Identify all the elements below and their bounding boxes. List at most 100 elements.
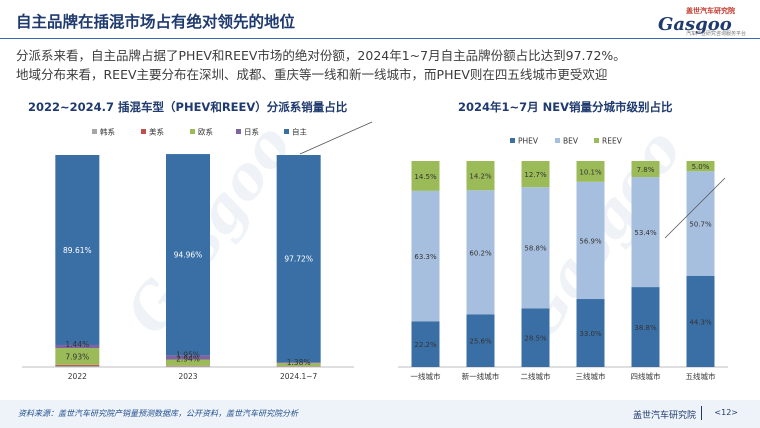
data-label-2022-欧系: 7.93% xyxy=(65,352,89,361)
x-tick-label-2024.1~7: 2024.1~7 xyxy=(280,372,318,381)
bar-一线城市-PHEV xyxy=(411,321,440,367)
bar-2022-欧系 xyxy=(55,348,100,365)
bar-四线城市-BEV xyxy=(631,177,660,288)
bar-新一线城市-PHEV xyxy=(466,314,495,367)
data-label-五线城市-REEV: 5.0% xyxy=(692,163,710,171)
summary-line-1: 分派系来看，自主品牌占据了PHEV和REEV市场的绝对份额，2024年1~7月自… xyxy=(16,48,626,63)
logo-subtitle: 盖世汽车研究院 xyxy=(686,7,735,15)
data-label-二线城市-BEV: 58.8% xyxy=(524,245,547,253)
bar-2023-自主 xyxy=(166,154,210,356)
bar-2022-自主 xyxy=(55,155,100,345)
header: 自主品牌在插混市场占有绝对领先的地位 盖世汽车研究院 Gasgoo 汽车产业研究… xyxy=(0,0,760,40)
footer-divider xyxy=(701,406,702,420)
data-label-2023-自主: 94.96% xyxy=(174,251,203,260)
decorative-diagonal-line xyxy=(299,121,373,155)
data-label-新一线城市-PHEV: 25.6% xyxy=(469,338,492,346)
footer: 资料来源：盖世汽车研究院产销量预测数据库，公开资料，盖世汽车研究院分析 盖世汽车… xyxy=(0,400,760,428)
bar-新一线城市-REEV xyxy=(466,161,495,191)
data-label-一线城市-BEV: 63.3% xyxy=(414,253,437,261)
bar-五线城市-BEV xyxy=(686,171,715,276)
legend-label-BEV: BEV xyxy=(563,137,579,146)
data-label-2024.1~7-自主: 97.72% xyxy=(284,255,313,264)
bar-2022-日系 xyxy=(55,344,100,349)
bar-2023-韩系 xyxy=(166,366,210,367)
data-label-二线城市-PHEV: 28.5% xyxy=(524,335,547,343)
data-label-一线城市-REEV: 14.5% xyxy=(414,173,437,181)
x-tick-label-二线城市: 二线城市 xyxy=(521,371,551,381)
page-title: 自主品牌在插混市场占有绝对领先的地位 xyxy=(16,13,296,31)
right-chart-title: 2024年1~7月 NEV销量分城市级别占比 xyxy=(458,100,673,114)
x-tick-label-五线城市: 五线城市 xyxy=(686,371,716,381)
legend-swatch-欧系 xyxy=(190,129,195,134)
data-label-2022-日系: 1.44% xyxy=(65,340,89,349)
x-tick-label-2023: 2023 xyxy=(178,372,197,381)
legend-label-自主: 自主 xyxy=(292,127,307,137)
bar-五线城市-REEV xyxy=(686,161,715,172)
summary-text: 分派系来看，自主品牌占据了PHEV和REEV市场的绝对份额，2024年1~7月自… xyxy=(16,46,746,84)
data-label-三线城市-BEV: 56.9% xyxy=(579,237,602,245)
legend-label-PHEV: PHEV xyxy=(518,137,539,146)
bar-新一线城市-BEV xyxy=(466,190,495,315)
x-tick-label-四线城市: 四线城市 xyxy=(631,371,661,381)
x-tick-label-2022: 2022 xyxy=(68,372,87,381)
footer-brand: 盖世汽车研究院 xyxy=(632,411,696,421)
decorative-diagonal-line xyxy=(664,177,726,239)
bar-一线城市-BEV xyxy=(411,190,440,322)
bar-三线城市-REEV xyxy=(576,161,605,182)
bar-五线城市-PHEV xyxy=(686,275,715,367)
data-label-新一线城市-BEV: 60.2% xyxy=(469,249,492,257)
legend-label-韩系: 韩系 xyxy=(100,127,115,137)
logo-tagline: 汽车产业研究咨询服务平台 xyxy=(686,31,747,37)
legend-swatch-REEV xyxy=(594,138,599,143)
legend-swatch-韩系 xyxy=(92,129,97,134)
bar-2024.1~7-自主 xyxy=(276,155,321,363)
data-label-二线城市-REEV: 12.7% xyxy=(524,171,547,179)
bar-四线城市-REEV xyxy=(631,161,660,178)
bar-四线城市-PHEV xyxy=(631,287,660,367)
logo-wordmark: Gasgoo xyxy=(658,14,732,35)
legend-swatch-美系 xyxy=(141,129,146,134)
bar-2022-美系 xyxy=(55,364,100,366)
bar-一线城市-REEV xyxy=(411,161,440,191)
bar-2023-日系 xyxy=(166,355,210,360)
legend-swatch-BEV xyxy=(555,138,560,143)
header-rule xyxy=(0,38,760,39)
page-number: <12> xyxy=(714,408,738,417)
gasgoo-logo: 盖世汽车研究院 Gasgoo 汽车产业研究咨询服务平台 xyxy=(656,6,747,37)
city-tier-share-chart: PHEV BEV REEV 22.2% 63.3% 14.5% 一线城市 25.6% 60.2%… xyxy=(398,137,728,381)
bar-2022-韩系 xyxy=(55,365,100,367)
data-label-四线城市-PHEV: 38.8% xyxy=(634,324,657,332)
data-label-三线城市-PHEV: 33.0% xyxy=(579,330,602,338)
data-label-四线城市-REEV: 7.8% xyxy=(637,166,655,174)
data-label-四线城市-BEV: 53.4% xyxy=(634,229,657,237)
x-tick-label-三线城市: 三线城市 xyxy=(576,371,606,381)
legend-swatch-日系 xyxy=(236,129,241,134)
bar-2024.1~7-日系 xyxy=(276,362,321,364)
legend-label-欧系: 欧系 xyxy=(198,127,213,137)
data-label-2023-日系: 1.95% xyxy=(176,350,200,359)
data-label-2024.1~7-欧系: 1.38% xyxy=(287,358,311,367)
bar-二线城市-BEV xyxy=(521,187,550,309)
legend-swatch-PHEV xyxy=(510,138,515,143)
summary-line-2: 地域分布来看，REEV主要分布在深圳、成都、重庆等一线和新一线城市，而PHEV则… xyxy=(16,67,608,82)
data-label-2023-欧系: 2.94% xyxy=(176,355,200,364)
data-label-五线城市-BEV: 50.7% xyxy=(689,221,712,229)
bar-2024.1~7-欧系 xyxy=(276,363,321,367)
legend-label-REEV: REEV xyxy=(602,137,623,146)
data-label-新一线城市-REEV: 14.2% xyxy=(469,173,492,181)
brand-share-chart: 韩系 美系 欧系 日系 自主 2022 2023 2024.1~7 89.61% 1.44% 7.9… xyxy=(22,121,373,381)
data-source: 资料来源：盖世汽车研究院产销量预测数据库，公开资料，盖世汽车研究院分析 xyxy=(18,409,298,418)
x-tick-label-新一线城市: 新一线城市 xyxy=(462,371,500,381)
legend-label-美系: 美系 xyxy=(149,127,164,137)
data-label-三线城市-REEV: 10.1% xyxy=(579,168,602,176)
bar-二线城市-PHEV xyxy=(521,308,550,367)
x-tick-label-一线城市: 一线城市 xyxy=(411,371,441,381)
bar-2023-欧系 xyxy=(166,359,210,366)
data-label-五线城市-PHEV: 44.3% xyxy=(689,318,712,326)
legend-swatch-自主 xyxy=(284,129,289,134)
bar-2024.1~7-韩系 xyxy=(276,366,321,367)
data-label-2022-自主: 89.61% xyxy=(63,246,92,255)
bar-三线城市-PHEV xyxy=(576,299,605,367)
left-chart-title: 2022~2024.7 插混车型（PHEV和REEV）分派系销量占比 xyxy=(28,100,348,114)
bar-三线城市-BEV xyxy=(576,181,605,300)
